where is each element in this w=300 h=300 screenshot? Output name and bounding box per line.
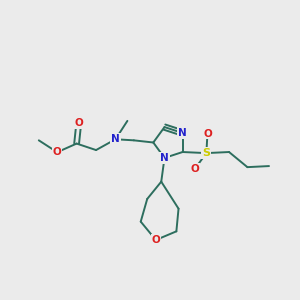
Text: O: O — [203, 129, 212, 139]
Text: O: O — [53, 147, 62, 157]
Text: N: N — [111, 134, 120, 144]
Text: N: N — [160, 153, 169, 163]
Text: O: O — [190, 164, 199, 174]
Text: S: S — [202, 148, 210, 158]
Text: N: N — [178, 128, 187, 138]
Text: O: O — [74, 118, 83, 128]
Text: O: O — [152, 235, 160, 245]
